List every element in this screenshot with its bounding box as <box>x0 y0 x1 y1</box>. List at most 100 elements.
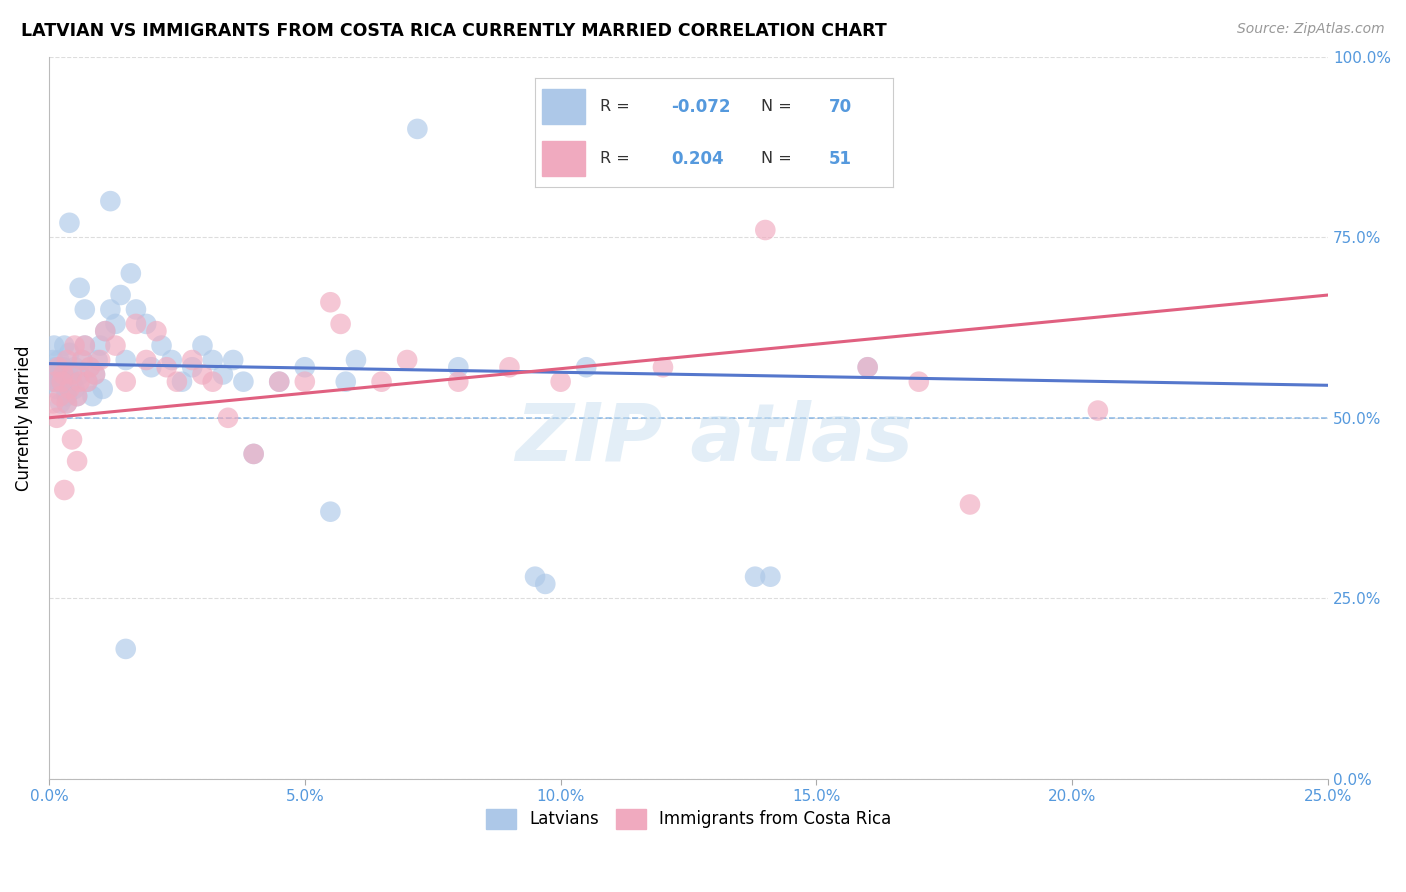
Point <box>73 338 96 352</box>
Legend: Latvians, Immigrants from Costa Rica: Latvians, Immigrants from Costa Rica <box>479 802 898 836</box>
Point <box>58 216 80 230</box>
Text: ZIP atlas: ZIP atlas <box>515 401 914 478</box>
Point <box>79 360 101 375</box>
Point <box>191 338 214 352</box>
Point <box>222 353 245 368</box>
Point <box>100 194 122 208</box>
Point <box>42 353 65 368</box>
Point <box>160 353 183 368</box>
Point <box>58 346 80 360</box>
Point <box>60 375 83 389</box>
Point <box>135 353 157 368</box>
Point <box>498 360 520 375</box>
Point <box>63 360 86 375</box>
Point <box>319 295 342 310</box>
Point <box>110 288 132 302</box>
Point <box>86 353 108 368</box>
Point <box>70 353 93 368</box>
Point <box>1087 403 1109 417</box>
Point <box>212 368 235 382</box>
Point <box>56 353 79 368</box>
Point <box>69 368 91 382</box>
Point <box>51 375 73 389</box>
Point <box>744 570 766 584</box>
Point <box>242 447 264 461</box>
Point <box>170 375 193 389</box>
Text: Source: ZipAtlas.com: Source: ZipAtlas.com <box>1237 22 1385 37</box>
Point <box>534 577 557 591</box>
Point <box>52 368 75 382</box>
Point <box>370 375 392 389</box>
Point <box>53 338 76 352</box>
Point <box>63 382 86 396</box>
Text: LATVIAN VS IMMIGRANTS FROM COSTA RICA CURRENTLY MARRIED CORRELATION CHART: LATVIAN VS IMMIGRANTS FROM COSTA RICA CU… <box>21 22 887 40</box>
Point <box>53 483 76 497</box>
Point <box>84 368 107 382</box>
Point <box>56 396 79 410</box>
Point <box>269 375 291 389</box>
Point <box>550 375 572 389</box>
Point <box>181 353 204 368</box>
Point <box>58 368 80 382</box>
Point <box>69 281 91 295</box>
Point <box>51 375 73 389</box>
Point <box>45 410 67 425</box>
Point <box>76 375 98 389</box>
Point <box>53 382 76 396</box>
Point <box>447 360 470 375</box>
Point <box>49 396 72 410</box>
Point <box>42 396 65 410</box>
Point <box>217 410 239 425</box>
Point <box>120 266 142 280</box>
Point <box>329 317 352 331</box>
Point <box>46 360 69 375</box>
Point <box>52 360 75 375</box>
Point <box>242 447 264 461</box>
Point <box>856 360 879 375</box>
Point <box>166 375 188 389</box>
Point <box>42 368 65 382</box>
Point <box>141 360 163 375</box>
Point <box>48 353 70 368</box>
Point <box>49 389 72 403</box>
Point <box>447 375 470 389</box>
Point <box>125 317 148 331</box>
Point <box>100 302 122 317</box>
Point <box>69 375 91 389</box>
Point <box>344 353 367 368</box>
Point <box>125 302 148 317</box>
Point <box>191 368 214 382</box>
Point <box>51 360 73 375</box>
Point <box>66 389 89 403</box>
Point <box>294 375 316 389</box>
Point <box>201 375 224 389</box>
Point <box>575 360 598 375</box>
Point <box>959 498 981 512</box>
Point <box>76 375 98 389</box>
Point <box>94 324 117 338</box>
Point <box>82 389 104 403</box>
Point <box>73 302 96 317</box>
Point <box>406 122 429 136</box>
Point <box>42 338 65 352</box>
Point <box>79 360 101 375</box>
Point <box>754 223 776 237</box>
Point <box>46 368 69 382</box>
Point <box>63 338 86 352</box>
Point <box>44 360 66 375</box>
Point <box>856 360 879 375</box>
Point <box>91 382 114 396</box>
Point <box>89 353 111 368</box>
Point <box>58 382 80 396</box>
Point <box>759 570 782 584</box>
Point <box>335 375 357 389</box>
Point <box>114 353 136 368</box>
Point <box>45 375 67 389</box>
Point <box>201 353 224 368</box>
Point <box>524 570 547 584</box>
Point <box>73 338 96 352</box>
Point <box>70 353 93 368</box>
Point <box>907 375 929 389</box>
Point <box>66 389 89 403</box>
Point <box>104 317 127 331</box>
